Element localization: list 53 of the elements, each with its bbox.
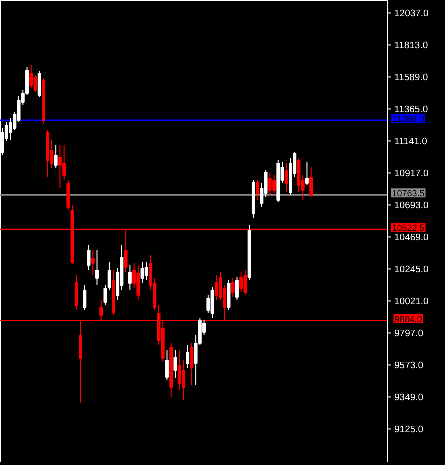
candlestick — [74, 275, 78, 311]
candlestick — [140, 262, 144, 284]
candlestick — [87, 245, 91, 271]
candlestick — [244, 270, 248, 296]
candlestick — [108, 262, 112, 291]
candlestick — [240, 272, 244, 293]
candlestick — [210, 287, 214, 319]
candlestick — [310, 167, 314, 198]
y-tick-label: 11365.0 — [394, 104, 428, 116]
candlestick — [9, 118, 13, 141]
candlestick — [174, 350, 178, 379]
y-tick-label: 9349.0 — [394, 392, 424, 404]
y-tick-label: 9797.0 — [394, 328, 424, 340]
ref-line-label: 10522.5 — [392, 223, 425, 234]
candlestick — [62, 145, 66, 181]
y-tick-label: 9125.0 — [394, 424, 424, 436]
candlestick — [182, 360, 186, 401]
ref-line-label: 11286.0 — [392, 114, 424, 124]
candlestick — [30, 65, 34, 89]
candlestick — [58, 145, 62, 189]
candlestick — [54, 145, 58, 169]
y-tick-label: 10693.0 — [394, 200, 429, 212]
candlestick — [305, 162, 309, 186]
candlestick — [186, 345, 190, 369]
y-tick-label: 10917.0 — [394, 168, 429, 180]
candlestick — [284, 163, 288, 193]
candlestick — [256, 180, 260, 201]
candlestick — [104, 285, 108, 306]
ref-line-label: 9884.0 — [394, 314, 422, 324]
candlestick — [166, 350, 169, 381]
y-tick-label: 11141.0 — [394, 136, 428, 148]
candlestick — [66, 180, 70, 211]
candlestick — [83, 285, 87, 311]
y-tick-label: 12037.0 — [394, 8, 429, 20]
candlestick — [38, 71, 42, 98]
y-tick-label: 10469.0 — [394, 232, 429, 244]
ref-line-label: 10763.5 — [392, 188, 425, 199]
candlestick — [235, 277, 239, 301]
candlestick — [96, 250, 99, 286]
candlestick — [128, 265, 132, 291]
y-tick-label: 10021.0 — [394, 296, 429, 308]
y-tick-label: 9573.0 — [394, 360, 424, 372]
candlestick — [91, 250, 95, 276]
candlestick — [272, 175, 276, 196]
candlestick — [231, 278, 235, 298]
y-tick-label: 11589.0 — [394, 72, 428, 84]
candlestick — [190, 343, 194, 386]
candlestick — [268, 173, 272, 196]
y-tick-label: 11813.0 — [394, 40, 428, 52]
y-tick-label: 10245.0 — [394, 264, 429, 276]
candlestick — [144, 262, 148, 281]
candlestick — [214, 275, 218, 301]
candlestick — [136, 265, 140, 301]
